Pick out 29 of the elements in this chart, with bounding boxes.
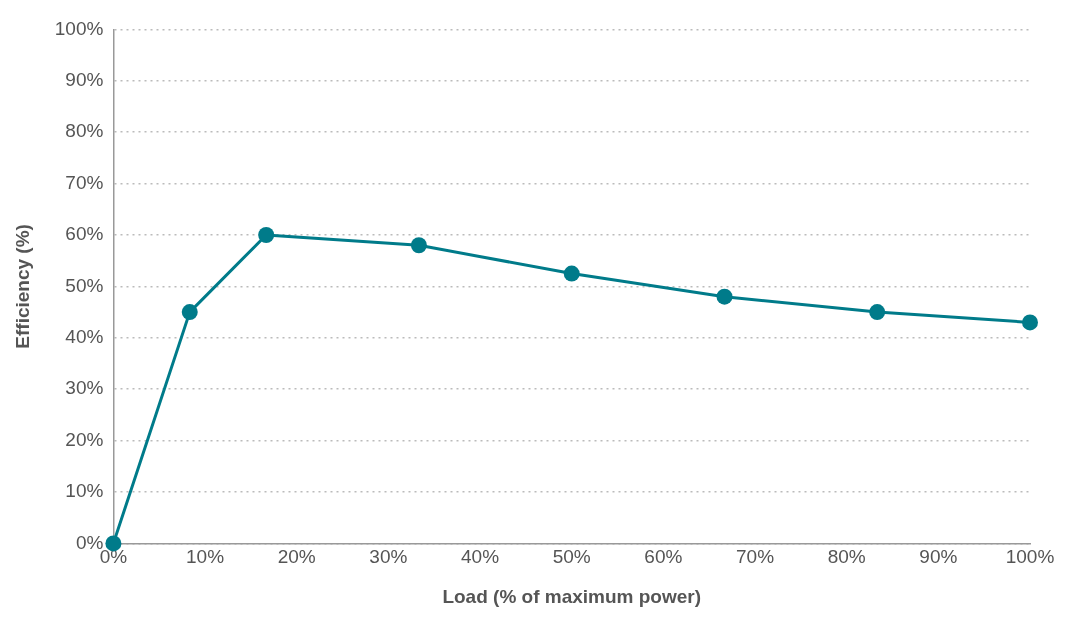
point — [410, 237, 427, 254]
x-tick-label: 100% — [1005, 546, 1055, 568]
y-tick-label: 30% — [65, 377, 104, 399]
x-tick-label: 20% — [277, 546, 316, 568]
y-tick-label: 70% — [65, 171, 104, 193]
x-tick-label: 40% — [461, 546, 500, 568]
y-tick-label: 10% — [65, 480, 104, 502]
y-tick-label: 60% — [65, 223, 104, 245]
y-tick-label: 100% — [54, 17, 104, 39]
x-tick-label: 70% — [736, 546, 775, 568]
x-tick-label: 80% — [827, 546, 866, 568]
x-tick-label: 10% — [186, 546, 225, 568]
point — [1022, 314, 1038, 331]
y-tick-label: 50% — [65, 274, 104, 296]
y-tick-label: 90% — [65, 69, 104, 91]
x-tick-label: 50% — [552, 546, 591, 568]
point — [869, 304, 886, 321]
y-axis-title: Efficiency (%) — [11, 224, 33, 349]
point — [716, 288, 733, 305]
point — [563, 265, 580, 282]
y-tick-label: 20% — [65, 428, 104, 450]
point — [258, 227, 275, 243]
x-tick-label: 90% — [919, 546, 958, 568]
x-axis-title: Load (% of maximum power) — [442, 585, 702, 607]
y-tick-label: 80% — [65, 120, 104, 142]
x-tick-label: 60% — [644, 546, 683, 568]
y-tick-label: 40% — [65, 326, 104, 348]
point — [181, 304, 198, 321]
x-tick-label: 30% — [369, 546, 408, 568]
